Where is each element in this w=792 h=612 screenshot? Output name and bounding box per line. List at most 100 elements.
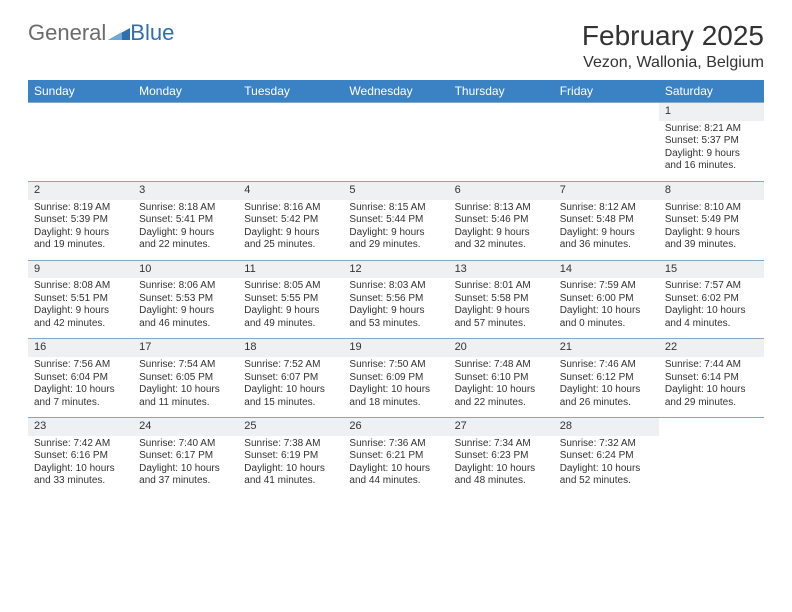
day-number-cell: 17 xyxy=(133,339,238,357)
day-data-cell: Sunrise: 7:42 AMSunset: 6:16 PMDaylight:… xyxy=(28,436,133,496)
sunset-line: Sunset: 5:58 PM xyxy=(455,293,548,306)
day-number-row: 9101112131415 xyxy=(28,260,764,278)
day-number-cell xyxy=(238,103,343,121)
month-title: February 2025 xyxy=(582,20,764,52)
day-number-cell: 15 xyxy=(659,260,764,278)
sunset-line: Sunset: 6:07 PM xyxy=(244,372,337,385)
day-data-cell: Sunrise: 8:19 AMSunset: 5:39 PMDaylight:… xyxy=(28,200,133,261)
sunrise-line: Sunrise: 8:21 AM xyxy=(665,123,758,136)
day-data-cell xyxy=(133,121,238,182)
daylight-line: Daylight: 10 hours and 11 minutes. xyxy=(139,384,232,409)
day-data-cell xyxy=(238,121,343,182)
day-data-row: Sunrise: 8:19 AMSunset: 5:39 PMDaylight:… xyxy=(28,200,764,261)
sunrise-line: Sunrise: 7:50 AM xyxy=(349,359,442,372)
day-number-row: 1 xyxy=(28,103,764,121)
calendar-body: 1Sunrise: 8:21 AMSunset: 5:37 PMDaylight… xyxy=(28,103,764,496)
sunrise-line: Sunrise: 7:34 AM xyxy=(455,438,548,451)
day-number-cell: 22 xyxy=(659,339,764,357)
day-number-cell: 27 xyxy=(449,418,554,436)
sunset-line: Sunset: 6:24 PM xyxy=(560,450,653,463)
day-data-cell: Sunrise: 7:32 AMSunset: 6:24 PMDaylight:… xyxy=(554,436,659,496)
sunset-line: Sunset: 6:19 PM xyxy=(244,450,337,463)
day-number-cell: 25 xyxy=(238,418,343,436)
day-data-cell: Sunrise: 7:59 AMSunset: 6:00 PMDaylight:… xyxy=(554,278,659,339)
day-number-cell: 2 xyxy=(28,181,133,199)
sunrise-line: Sunrise: 8:16 AM xyxy=(244,202,337,215)
sunset-line: Sunset: 6:14 PM xyxy=(665,372,758,385)
sunrise-line: Sunrise: 8:06 AM xyxy=(139,280,232,293)
daylight-line: Daylight: 10 hours and 7 minutes. xyxy=(34,384,127,409)
day-number-cell xyxy=(449,103,554,121)
sunrise-line: Sunrise: 8:08 AM xyxy=(34,280,127,293)
sunset-line: Sunset: 6:21 PM xyxy=(349,450,442,463)
daylight-line: Daylight: 9 hours and 49 minutes. xyxy=(244,305,337,330)
logo-text-1: General xyxy=(28,20,106,46)
sunrise-line: Sunrise: 8:05 AM xyxy=(244,280,337,293)
day-data-cell xyxy=(343,121,448,182)
day-number-cell: 13 xyxy=(449,260,554,278)
day-number-cell: 3 xyxy=(133,181,238,199)
sunrise-line: Sunrise: 7:44 AM xyxy=(665,359,758,372)
day-data-cell: Sunrise: 7:34 AMSunset: 6:23 PMDaylight:… xyxy=(449,436,554,496)
daylight-line: Daylight: 9 hours and 36 minutes. xyxy=(560,227,653,252)
daylight-line: Daylight: 9 hours and 53 minutes. xyxy=(349,305,442,330)
sunset-line: Sunset: 6:10 PM xyxy=(455,372,548,385)
daylight-line: Daylight: 9 hours and 57 minutes. xyxy=(455,305,548,330)
day-number-cell: 23 xyxy=(28,418,133,436)
day-data-cell: Sunrise: 7:48 AMSunset: 6:10 PMDaylight:… xyxy=(449,357,554,418)
day-number-cell: 24 xyxy=(133,418,238,436)
day-data-cell: Sunrise: 7:40 AMSunset: 6:17 PMDaylight:… xyxy=(133,436,238,496)
location: Vezon, Wallonia, Belgium xyxy=(582,54,764,72)
sunrise-line: Sunrise: 8:03 AM xyxy=(349,280,442,293)
day-data-cell: Sunrise: 7:50 AMSunset: 6:09 PMDaylight:… xyxy=(343,357,448,418)
daylight-line: Daylight: 10 hours and 26 minutes. xyxy=(560,384,653,409)
daylight-line: Daylight: 9 hours and 22 minutes. xyxy=(139,227,232,252)
day-data-cell: Sunrise: 7:46 AMSunset: 6:12 PMDaylight:… xyxy=(554,357,659,418)
day-number-cell: 5 xyxy=(343,181,448,199)
sunrise-line: Sunrise: 8:18 AM xyxy=(139,202,232,215)
day-data-row: Sunrise: 7:56 AMSunset: 6:04 PMDaylight:… xyxy=(28,357,764,418)
day-number-row: 2345678 xyxy=(28,181,764,199)
day-data-cell: Sunrise: 8:12 AMSunset: 5:48 PMDaylight:… xyxy=(554,200,659,261)
weekday-header: Tuesday xyxy=(238,80,343,103)
daylight-line: Daylight: 10 hours and 18 minutes. xyxy=(349,384,442,409)
weekday-header: Sunday xyxy=(28,80,133,103)
day-number-cell: 12 xyxy=(343,260,448,278)
daylight-line: Daylight: 10 hours and 0 minutes. xyxy=(560,305,653,330)
sunrise-line: Sunrise: 7:40 AM xyxy=(139,438,232,451)
day-data-cell: Sunrise: 7:52 AMSunset: 6:07 PMDaylight:… xyxy=(238,357,343,418)
daylight-line: Daylight: 10 hours and 48 minutes. xyxy=(455,463,548,488)
sunset-line: Sunset: 5:53 PM xyxy=(139,293,232,306)
sunrise-line: Sunrise: 8:19 AM xyxy=(34,202,127,215)
day-data-cell: Sunrise: 8:13 AMSunset: 5:46 PMDaylight:… xyxy=(449,200,554,261)
day-data-cell: Sunrise: 8:21 AMSunset: 5:37 PMDaylight:… xyxy=(659,121,764,182)
day-number-cell: 20 xyxy=(449,339,554,357)
day-data-cell: Sunrise: 7:57 AMSunset: 6:02 PMDaylight:… xyxy=(659,278,764,339)
day-number-cell: 8 xyxy=(659,181,764,199)
sunset-line: Sunset: 6:17 PM xyxy=(139,450,232,463)
sunrise-line: Sunrise: 7:54 AM xyxy=(139,359,232,372)
daylight-line: Daylight: 10 hours and 52 minutes. xyxy=(560,463,653,488)
day-data-cell: Sunrise: 7:54 AMSunset: 6:05 PMDaylight:… xyxy=(133,357,238,418)
daylight-line: Daylight: 9 hours and 25 minutes. xyxy=(244,227,337,252)
daylight-line: Daylight: 10 hours and 37 minutes. xyxy=(139,463,232,488)
page-header: General Blue February 2025 Vezon, Wallon… xyxy=(28,20,764,72)
sunset-line: Sunset: 6:00 PM xyxy=(560,293,653,306)
weekday-header-row: SundayMondayTuesdayWednesdayThursdayFrid… xyxy=(28,80,764,103)
day-number-cell: 26 xyxy=(343,418,448,436)
day-data-cell: Sunrise: 8:18 AMSunset: 5:41 PMDaylight:… xyxy=(133,200,238,261)
sunset-line: Sunset: 5:37 PM xyxy=(665,135,758,148)
day-number-cell: 9 xyxy=(28,260,133,278)
sunset-line: Sunset: 6:05 PM xyxy=(139,372,232,385)
day-number-cell: 19 xyxy=(343,339,448,357)
day-data-row: Sunrise: 8:21 AMSunset: 5:37 PMDaylight:… xyxy=(28,121,764,182)
sunrise-line: Sunrise: 8:15 AM xyxy=(349,202,442,215)
day-number-cell xyxy=(343,103,448,121)
sunrise-line: Sunrise: 7:46 AM xyxy=(560,359,653,372)
day-data-cell: Sunrise: 8:03 AMSunset: 5:56 PMDaylight:… xyxy=(343,278,448,339)
weekday-header: Saturday xyxy=(659,80,764,103)
sunrise-line: Sunrise: 7:48 AM xyxy=(455,359,548,372)
logo: General Blue xyxy=(28,20,174,46)
sunset-line: Sunset: 6:04 PM xyxy=(34,372,127,385)
day-data-cell xyxy=(28,121,133,182)
